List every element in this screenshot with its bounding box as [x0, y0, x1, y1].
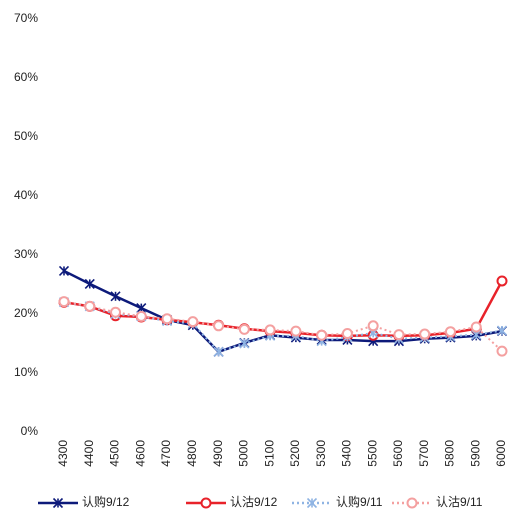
- legend-marker: [52, 497, 64, 509]
- x-tick-label: 4900: [211, 440, 225, 467]
- point: [264, 324, 276, 336]
- x-tick-label: 5000: [237, 440, 251, 467]
- series-line: [63, 280, 504, 338]
- x-tick-label: 5700: [417, 440, 431, 467]
- x-tick-label: 4300: [56, 440, 70, 467]
- x-tick-label: 4500: [108, 440, 122, 467]
- x-tick-label: 4600: [133, 440, 147, 467]
- x-tick-label: 5200: [288, 440, 302, 467]
- point: [470, 321, 482, 333]
- x-tick-label: 5400: [340, 440, 354, 467]
- point: [213, 346, 224, 357]
- y-tick-label: 20%: [14, 306, 38, 320]
- point: [341, 327, 353, 339]
- point: [238, 323, 250, 335]
- series-line: [63, 300, 503, 352]
- legend-label: 认购9/12: [82, 494, 130, 509]
- x-tick-label: 5500: [365, 440, 379, 467]
- point: [419, 328, 431, 340]
- point: [496, 325, 508, 336]
- legend-marker: [200, 497, 212, 509]
- point: [393, 329, 405, 341]
- point: [135, 310, 147, 322]
- point: [161, 313, 173, 325]
- y-tick-label: 0%: [21, 424, 39, 438]
- point: [213, 320, 225, 332]
- x-tick-label: 4700: [159, 440, 173, 467]
- x-tick-label: 5800: [443, 440, 457, 467]
- legend-label: 认购9/11: [336, 494, 383, 509]
- point: [187, 316, 199, 328]
- legend-marker: [406, 497, 418, 509]
- y-tick-label: 70%: [14, 11, 38, 25]
- point: [496, 345, 508, 357]
- point: [316, 329, 328, 341]
- point: [367, 320, 379, 332]
- point: [110, 306, 122, 318]
- x-tick-label: 5900: [468, 440, 482, 467]
- y-tick-label: 10%: [14, 365, 38, 379]
- y-tick-label: 60%: [14, 70, 38, 84]
- point: [84, 300, 96, 312]
- point: [239, 338, 250, 349]
- x-tick-label: 5100: [262, 440, 276, 467]
- x-tick-label: 4400: [82, 440, 96, 467]
- point: [58, 265, 70, 276]
- point: [496, 275, 508, 287]
- y-tick-label: 40%: [14, 188, 38, 202]
- y-tick-label: 30%: [14, 247, 38, 261]
- point: [110, 291, 121, 302]
- legend-marker: [306, 497, 318, 509]
- point: [84, 278, 95, 289]
- point: [290, 325, 302, 337]
- x-tick-label: 5300: [314, 440, 328, 467]
- y-tick-label: 50%: [14, 129, 38, 143]
- legend-label: 认沽9/11: [436, 495, 483, 509]
- point: [444, 326, 456, 338]
- legend-label: 认沽9/12: [230, 495, 278, 509]
- x-tick-label: 6000: [494, 440, 508, 467]
- series-line: [63, 269, 503, 354]
- series-line: [63, 301, 503, 353]
- point: [58, 296, 70, 308]
- x-tick-label: 4800: [185, 440, 199, 467]
- x-tick-label: 5600: [391, 440, 405, 467]
